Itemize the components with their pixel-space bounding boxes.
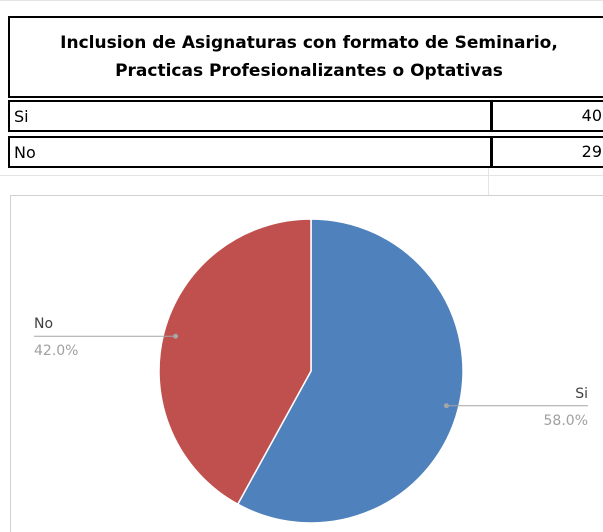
chart-area: Si 58.0% No 42.0% bbox=[10, 195, 603, 532]
cell: Si bbox=[14, 107, 29, 126]
grid-line bbox=[0, 175, 603, 176]
table-row: No 29 bbox=[8, 136, 603, 168]
data-label-name: No bbox=[34, 316, 53, 332]
grid-line bbox=[0, 0, 603, 1]
data-label-value: 58.0% bbox=[544, 413, 588, 429]
data-label-value: 42.0% bbox=[34, 343, 78, 359]
data-label-name: Si bbox=[575, 386, 588, 402]
leader-dot bbox=[173, 333, 179, 339]
chart: Si 58.0% No 42.0% bbox=[34, 218, 588, 524]
leader-dot bbox=[443, 403, 449, 409]
cell: 40 bbox=[490, 102, 603, 130]
pie-slice bbox=[236, 218, 464, 524]
grid-line bbox=[488, 168, 489, 195]
cell: No bbox=[14, 143, 36, 162]
table-title: Inclusion de Asignaturas con formato de … bbox=[8, 16, 603, 98]
pie-slice bbox=[158, 218, 312, 506]
cell: 29 bbox=[490, 138, 603, 166]
table-row: Si 40 bbox=[8, 100, 603, 132]
